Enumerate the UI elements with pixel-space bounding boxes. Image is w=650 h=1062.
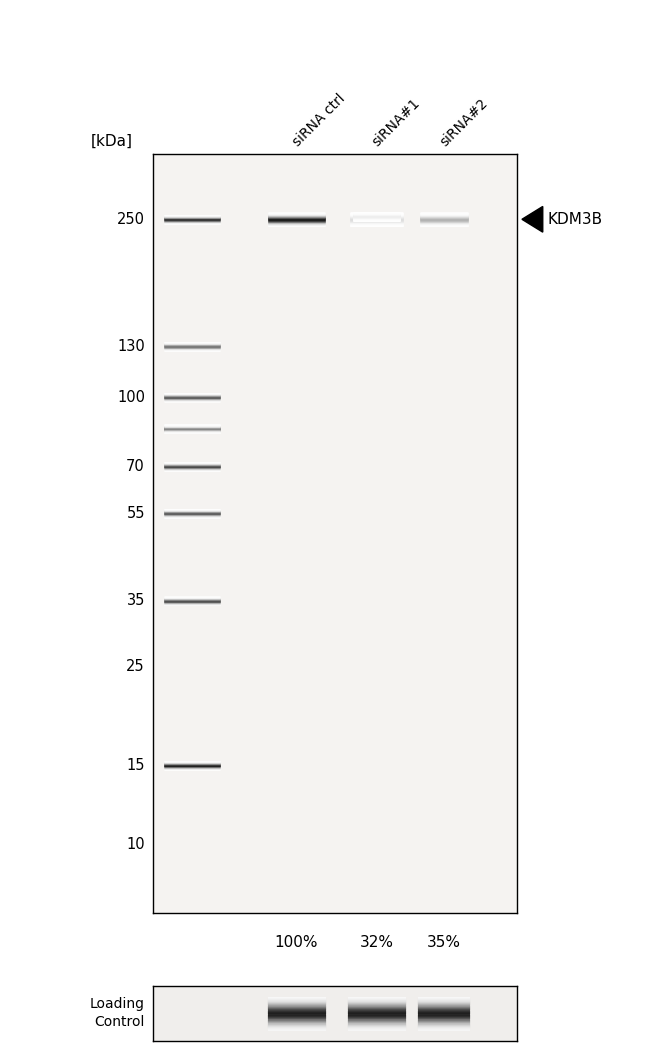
Text: 35%: 35% (427, 935, 461, 949)
Text: siRNA#1: siRNA#1 (370, 96, 423, 149)
Text: Loading
Control: Loading Control (90, 997, 145, 1029)
Text: 15: 15 (127, 758, 145, 773)
Text: 55: 55 (127, 506, 145, 520)
Text: 35: 35 (127, 594, 145, 609)
Polygon shape (522, 206, 543, 233)
Text: 100: 100 (117, 390, 145, 405)
Text: siRNA ctrl: siRNA ctrl (290, 91, 348, 149)
Text: [kDa]: [kDa] (91, 134, 133, 149)
Text: 25: 25 (126, 658, 145, 673)
Text: 32%: 32% (359, 935, 394, 949)
Text: 250: 250 (117, 211, 145, 227)
Text: KDM3B: KDM3B (548, 211, 603, 227)
Text: 10: 10 (126, 837, 145, 852)
Text: siRNA#2: siRNA#2 (437, 96, 490, 149)
Text: 130: 130 (117, 339, 145, 354)
Text: 70: 70 (126, 459, 145, 474)
Text: 100%: 100% (275, 935, 318, 949)
